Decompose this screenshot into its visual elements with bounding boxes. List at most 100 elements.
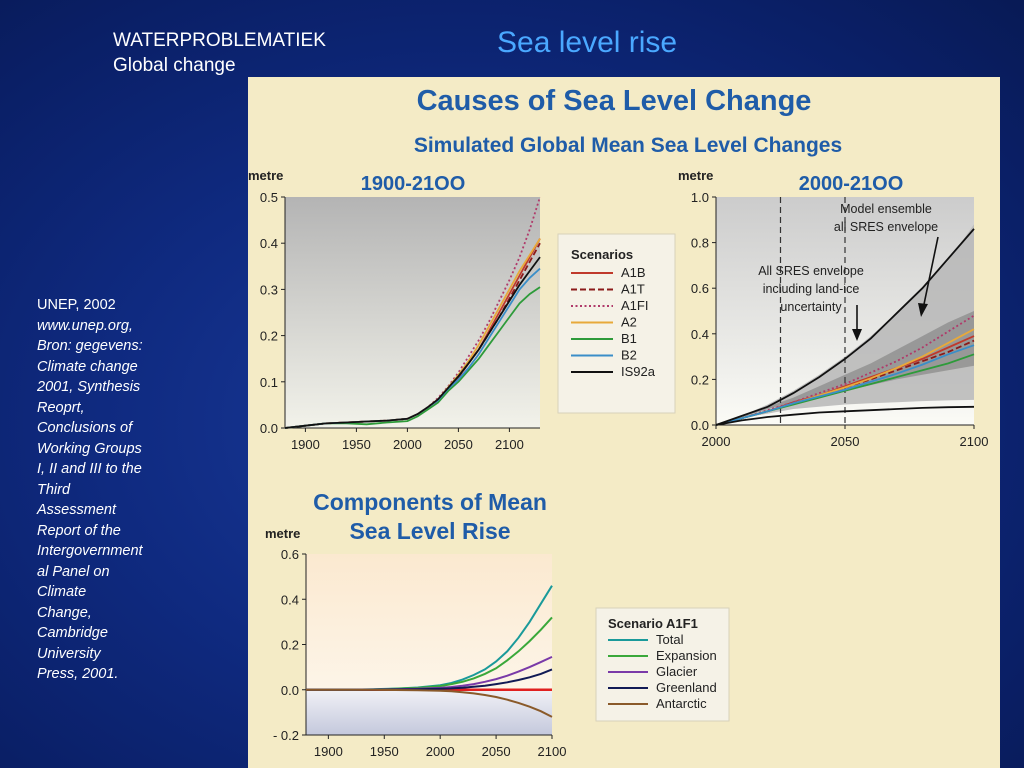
chart-title: 2000-21OO xyxy=(799,173,904,195)
figure-panel: Causes of Sea Level Change Simulated Glo… xyxy=(248,77,1000,768)
legend-title: Scenarios xyxy=(571,247,633,262)
legend-label: B1 xyxy=(621,331,637,346)
x-tick-label: 2050 xyxy=(482,744,511,759)
series-line-is92a xyxy=(284,256,541,429)
x-tick-label: 1900 xyxy=(291,437,320,452)
y-tick-label: 0.4 xyxy=(691,327,709,342)
components-legend: Scenario A1F1 TotalExpansionGlacierGreen… xyxy=(595,607,730,722)
y-axis-label: metre xyxy=(265,526,300,541)
annotation-line: including land-ice xyxy=(763,282,860,296)
legend-box xyxy=(595,607,730,722)
arrow-head xyxy=(852,329,862,341)
y-tick-label: 0.4 xyxy=(281,592,299,607)
source-note-line: Report of the xyxy=(37,522,121,539)
slide-header-left: WATERPROBLEMATIEK Global change xyxy=(113,28,326,78)
y-tick-label: 0.0 xyxy=(281,683,299,698)
figure-subtitle: Simulated Global Mean Sea Level Changes xyxy=(414,134,842,157)
annotation-line: all SRES envelope xyxy=(834,220,938,234)
x-tick-label: 2000 xyxy=(702,434,731,449)
y-tick-label: 0.8 xyxy=(691,236,709,251)
chart-1900-2100: 1900-21OO metre 0.00.10.20.30.40.5 1900 1… xyxy=(248,168,541,452)
legend-label: B2 xyxy=(621,348,637,363)
chart-components: Components of Mean Sea Level Rise metre … xyxy=(265,489,566,759)
source-note-line: Bron: gegevens: xyxy=(37,338,143,354)
x-tick-label: 2100 xyxy=(960,434,989,449)
source-note-line: Press, 2001. xyxy=(37,666,119,682)
legend-label: A1B xyxy=(621,265,646,280)
arrow-head xyxy=(918,303,928,317)
source-note-line: Assessment xyxy=(37,502,116,518)
x-tick-label: 1950 xyxy=(342,437,371,452)
series-line-b1 xyxy=(284,286,541,429)
series-line-is92a xyxy=(715,228,975,426)
series-line-is92a xyxy=(715,405,975,426)
y-ticks: 0.0 0.2 0.4 0.6 0.8 1.0 xyxy=(691,190,716,433)
annotation-model-ensemble: Model ensemble all SRES envelope xyxy=(834,202,939,317)
y-tick-label: 0.2 xyxy=(691,372,709,387)
annotation-line: Model ensemble xyxy=(840,202,932,216)
source-note-line: al Panel on xyxy=(37,563,110,580)
series-line-antarctic xyxy=(306,688,553,718)
header-line-2: Global change xyxy=(113,55,236,76)
annotation-land-ice: All SRES envelope including land-ice unc… xyxy=(758,264,864,341)
source-note-line: Climate xyxy=(37,584,87,600)
legend-label: Greenland xyxy=(656,680,717,695)
plot-area-negative xyxy=(306,690,552,735)
series-lines xyxy=(284,196,541,429)
y-tick-label: 0.6 xyxy=(691,281,709,296)
series-lines xyxy=(715,228,975,426)
source-note-line: Reoprt, xyxy=(37,399,85,416)
source-note-line: Conclusions of xyxy=(37,420,133,436)
x-tick-label: 2000 xyxy=(426,744,455,759)
series-line-a1t xyxy=(715,339,975,426)
y-tick-label: 0.0 xyxy=(691,418,709,433)
x-tick-label: 2000 xyxy=(393,437,422,452)
figure-title: Causes of Sea Level Change xyxy=(417,85,812,117)
chart-title: 1900-21OO xyxy=(361,173,466,195)
x-tick-label: 2100 xyxy=(538,744,567,759)
y-tick-label: 0.6 xyxy=(281,547,299,562)
source-note-line: Working Groups xyxy=(37,440,142,457)
legend-label: A1T xyxy=(621,282,645,297)
series-line-a1fi xyxy=(715,314,975,426)
source-note-line: 2001, Synthesis xyxy=(37,379,141,395)
y-tick-label: 0.3 xyxy=(260,282,278,297)
source-note-line: Change, xyxy=(37,604,92,621)
y-tick-label: 0.0 xyxy=(260,421,278,436)
source-note-line: Third xyxy=(37,481,71,498)
x-ticks: 1900 1950 2000 2050 2100 xyxy=(314,735,567,759)
source-note-line: www.unep.org, xyxy=(37,317,133,334)
y-ticks: 0.0 0.1 0.2 0.3 0.4 0.5 xyxy=(260,190,285,436)
legend-label: Total xyxy=(656,632,684,647)
source-note-line: Cambridge xyxy=(37,625,108,641)
y-axis-label: metre xyxy=(248,168,283,183)
y-ticks: - 0.2 0.0 0.2 0.4 0.6 xyxy=(273,547,306,743)
chart-title-line-1: Components of Mean xyxy=(313,489,547,515)
slide-title: Sea level rise xyxy=(497,26,678,59)
legend-label: Glacier xyxy=(656,664,698,679)
y-tick-label: 0.5 xyxy=(260,190,278,205)
x-tick-label: 1900 xyxy=(314,744,343,759)
x-tick-label: 2050 xyxy=(831,434,860,449)
chart-title-line-2: Sea Level Rise xyxy=(349,518,510,544)
source-note-italic: www.unep.org, Bron: gegevens: Climate chan… xyxy=(37,316,172,685)
y-tick-label: 0.2 xyxy=(281,638,299,653)
source-note-line: University xyxy=(37,645,101,662)
legend-label: IS92a xyxy=(621,364,656,379)
y-tick-label: 0.4 xyxy=(260,236,278,251)
legend-label: Expansion xyxy=(656,648,717,663)
source-note-line: Intergovernment xyxy=(37,543,143,559)
series-lines xyxy=(306,585,553,718)
x-tick-label: 1950 xyxy=(370,744,399,759)
annotation-line: All SRES envelope xyxy=(758,264,864,278)
inner-envelope xyxy=(716,311,974,425)
x-ticks: 1900 1950 2000 2050 2100 xyxy=(291,428,524,452)
legend-label: A2 xyxy=(621,315,637,330)
legend-title: Scenario A1F1 xyxy=(608,616,698,631)
figure-svg: Causes of Sea Level Change Simulated Glo… xyxy=(248,85,989,759)
arrow-line xyxy=(922,236,939,310)
source-note-line: Climate change xyxy=(37,358,138,375)
source-note-line: UNEP, 2002 xyxy=(37,297,116,313)
